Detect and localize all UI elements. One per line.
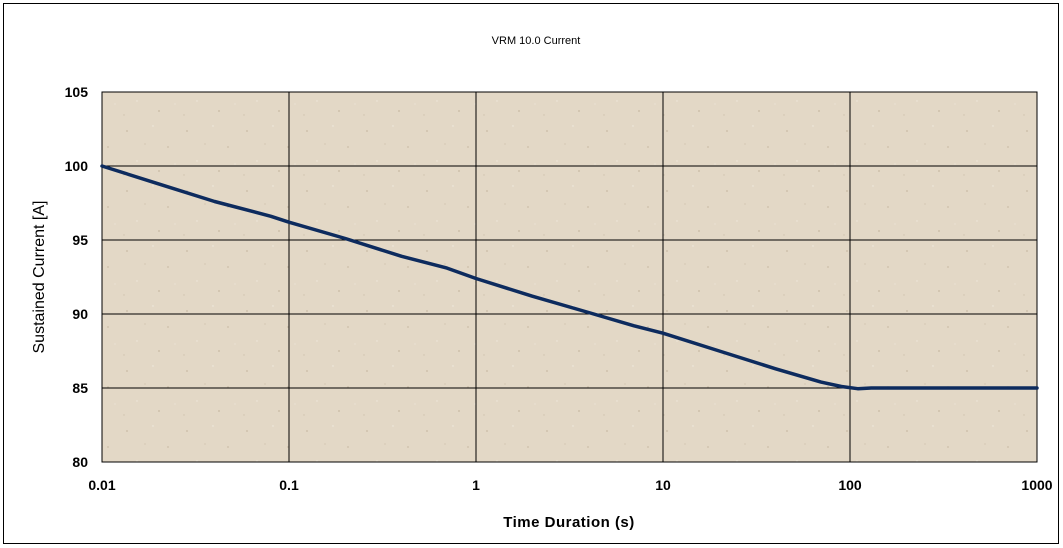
plot-border (101, 91, 1038, 463)
grid (101, 91, 1038, 463)
y-tick-label: 105 (65, 84, 89, 100)
x-axis-ticks: 0.01 0.1 1 10 100 1000 (88, 477, 1052, 493)
x-tick-label: 10 (655, 477, 671, 493)
y-axis-ticks: 80 85 90 95 100 105 (65, 84, 89, 470)
series-line (100, 164, 1039, 391)
y-tick-label: 100 (65, 158, 89, 174)
y-tick-label: 95 (72, 232, 88, 248)
x-axis-label: Time Duration (s) (503, 514, 635, 531)
y-tick-label: 80 (72, 454, 88, 470)
y-tick-label: 85 (72, 380, 88, 396)
x-tick-label: 0.1 (279, 477, 299, 493)
x-tick-label: 1 (472, 477, 480, 493)
x-tick-label: 1000 (1021, 477, 1052, 493)
x-tick-label: 0.01 (88, 477, 115, 493)
chart-title: VRM 10.0 Current (492, 35, 581, 47)
y-tick-label: 90 (72, 306, 88, 322)
plot-area (102, 92, 1037, 462)
x-tick-label: 100 (838, 477, 862, 493)
y-axis-label: Sustained Current [A] (31, 201, 48, 354)
